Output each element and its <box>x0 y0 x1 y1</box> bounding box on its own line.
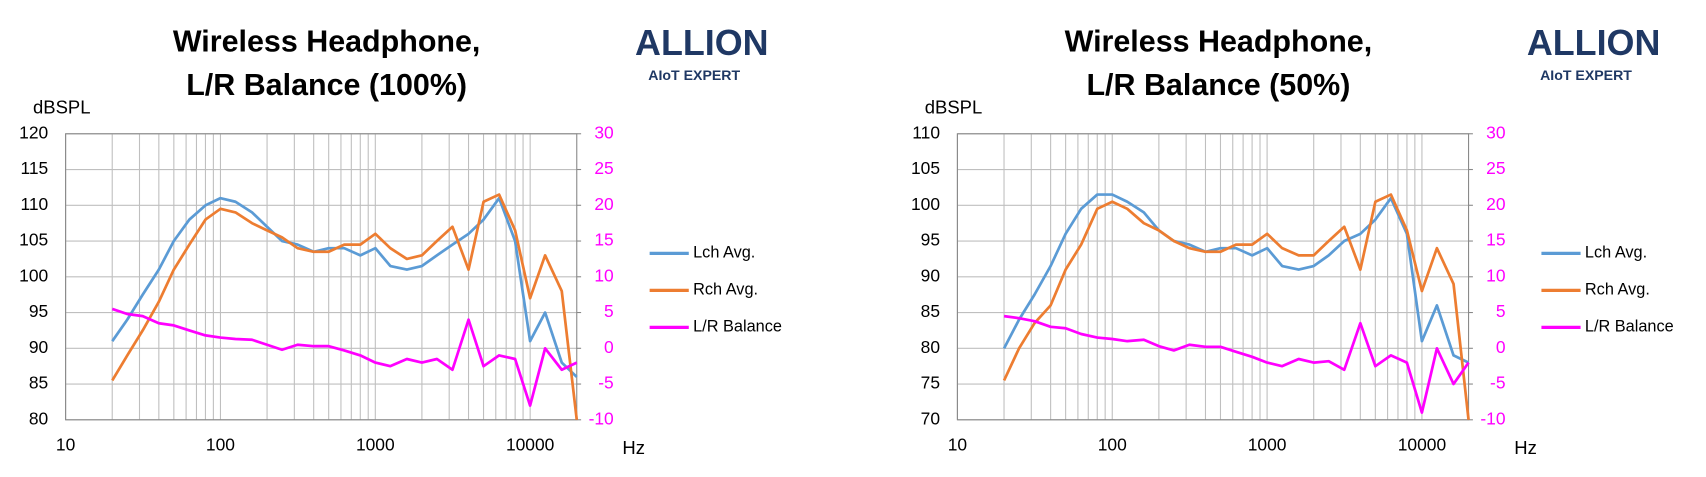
series-line <box>111 193 579 420</box>
y-tick-label: 100 <box>19 265 48 285</box>
x-tick-label: 10 <box>56 434 75 454</box>
x-axis-label: Hz <box>622 437 645 458</box>
y2-tick-label: 20 <box>1486 194 1505 214</box>
series-line <box>1002 193 1470 420</box>
y2-tick-label: -10 <box>1480 408 1505 428</box>
series-line <box>1002 193 1470 364</box>
x-tick-label: 100 <box>1098 434 1127 454</box>
y-tick-label: 115 <box>20 158 48 178</box>
legend-label: L/R Balance <box>693 318 782 336</box>
y-tick-label: 110 <box>912 122 940 142</box>
y-tick-label: 95 <box>29 301 48 321</box>
y-tick-label: 75 <box>921 373 940 393</box>
legend-label: L/R Balance <box>1585 318 1674 336</box>
y2-tick-label: -5 <box>1490 373 1505 393</box>
y2-tick-label: 20 <box>594 194 613 214</box>
x-tick-label: 1000 <box>356 434 395 454</box>
legend-label: Rch Avg. <box>693 281 758 299</box>
x-tick-label: 10000 <box>1398 434 1446 454</box>
plot-frame <box>65 133 578 421</box>
y-tick-label: 85 <box>29 373 48 393</box>
y-tick-label: 100 <box>911 194 940 214</box>
x-tick-label: 10 <box>948 434 967 454</box>
y-axis-label: dBSPL <box>925 97 983 118</box>
y-tick-label: 85 <box>921 301 940 321</box>
y2-tick-label: 15 <box>594 230 613 250</box>
y2-tick-label: 30 <box>594 122 613 142</box>
logo: ALLION <box>1527 23 1661 63</box>
x-tick-label: 1000 <box>1248 434 1287 454</box>
x-tick-label: 100 <box>206 434 235 454</box>
y-tick-label: 110 <box>20 194 48 214</box>
chart-title: Wireless Headphone, <box>1065 25 1373 59</box>
y2-tick-label: 25 <box>1486 158 1505 178</box>
y-tick-label: 105 <box>19 230 48 250</box>
legend-label: Lch Avg. <box>693 244 755 262</box>
y2-tick-label: 5 <box>604 301 614 321</box>
y2-tick-label: 15 <box>1486 230 1505 250</box>
y2-tick-label: -10 <box>589 408 614 428</box>
y2-tick-label: 10 <box>1486 265 1505 285</box>
y2-tick-label: 0 <box>1496 337 1506 357</box>
y-tick-label: 70 <box>921 408 940 428</box>
y-tick-label: 80 <box>29 408 48 428</box>
y2-tick-label: 10 <box>594 265 613 285</box>
y2-tick-label: 0 <box>604 337 614 357</box>
y-tick-label: 95 <box>921 230 940 250</box>
logo: ALLION <box>635 23 769 63</box>
series-line <box>111 196 578 378</box>
chart-title: Wireless Headphone, <box>173 25 481 59</box>
y2-tick-label: 30 <box>1486 122 1505 142</box>
y-axis-label: dBSPL <box>33 97 91 118</box>
chart-title: L/R Balance (100%) <box>186 68 467 102</box>
y2-tick-label: 5 <box>1496 301 1506 321</box>
legend-label: Rch Avg. <box>1585 281 1650 299</box>
y-tick-label: 120 <box>19 122 48 142</box>
logo-tagline: AIoT EXPERT <box>1540 67 1632 83</box>
plot-frame <box>956 133 1470 421</box>
series-line <box>1003 314 1470 414</box>
y-tick-label: 90 <box>29 337 48 357</box>
chart-title: L/R Balance (50%) <box>1086 68 1350 102</box>
x-tick-label: 10000 <box>506 434 554 454</box>
y-tick-label: 90 <box>921 265 940 285</box>
x-axis-label: Hz <box>1514 437 1537 458</box>
y-tick-label: 105 <box>911 158 940 178</box>
legend-label: Lch Avg. <box>1585 244 1647 262</box>
logo-tagline: AIoT EXPERT <box>648 67 740 83</box>
y2-tick-label: 25 <box>594 158 613 178</box>
y2-tick-label: -5 <box>598 373 613 393</box>
y-tick-label: 80 <box>921 337 940 357</box>
series-line <box>111 307 578 407</box>
